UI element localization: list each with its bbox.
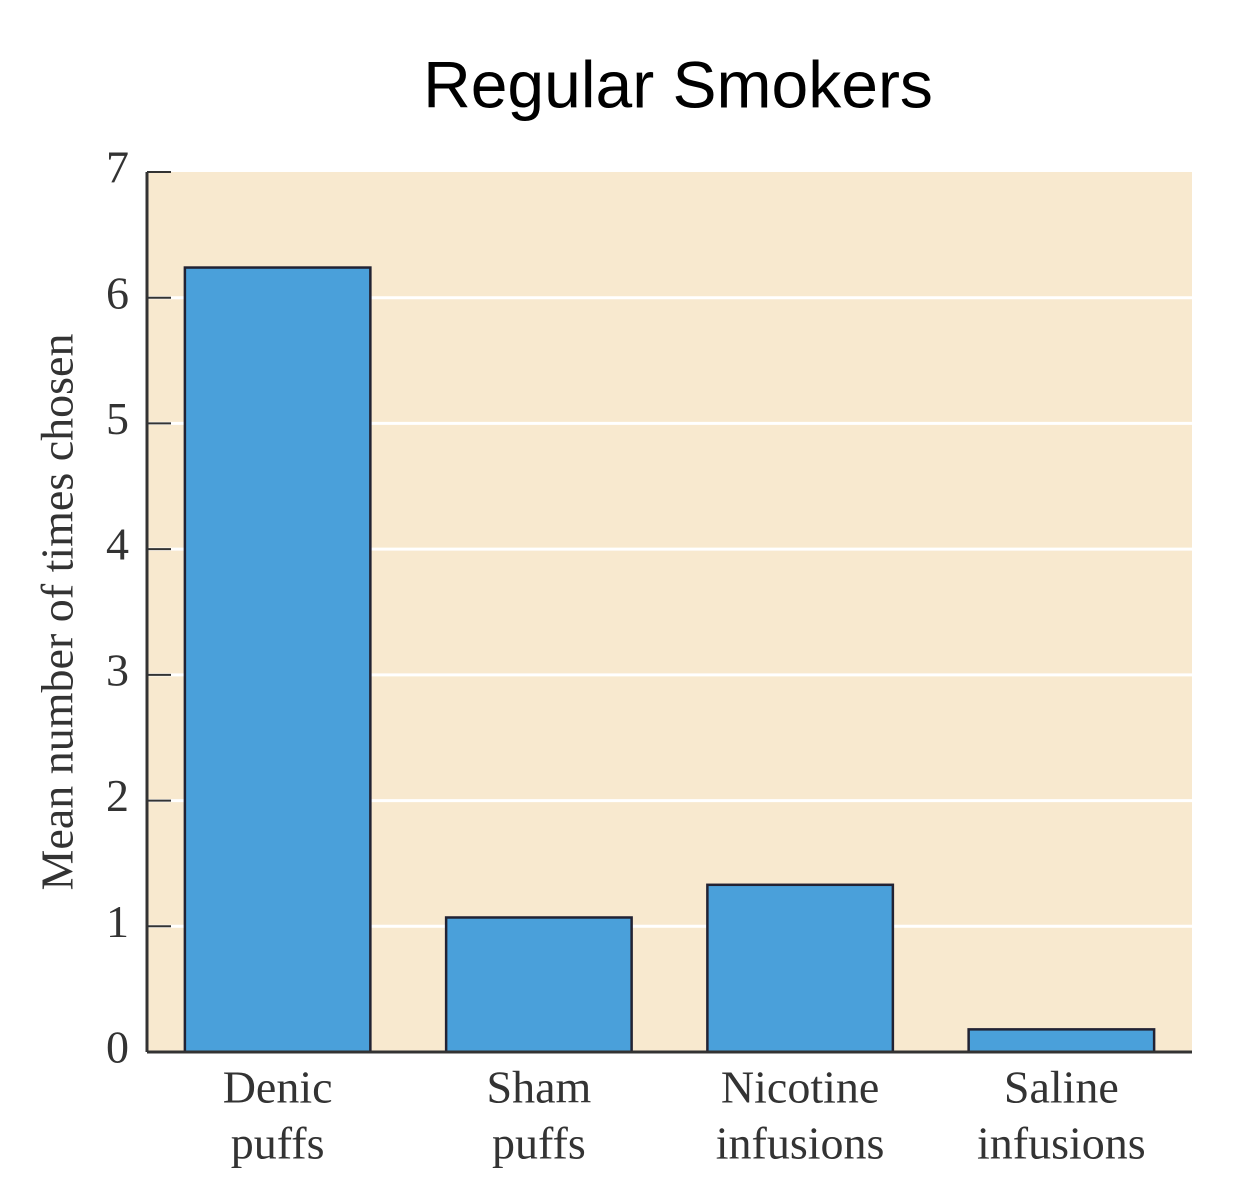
y-tick-label: 6 [106, 267, 129, 318]
y-tick-label: 7 [106, 142, 129, 193]
x-tick-label: Saline [1004, 1062, 1119, 1113]
y-tick-label: 2 [106, 770, 129, 821]
y-tick-label: 0 [106, 1022, 129, 1073]
y-tick-label: 4 [106, 519, 129, 570]
x-tick-label: Sham [486, 1062, 591, 1113]
bar [706, 883, 895, 1054]
x-tick-label: puffs [231, 1118, 325, 1169]
bar [444, 916, 633, 1054]
bar [183, 266, 372, 1054]
y-axis-label: Mean number of times chosen [32, 334, 83, 891]
x-tick-label: infusions [716, 1118, 885, 1169]
x-tick-label: infusions [977, 1118, 1146, 1169]
bar [967, 1028, 1156, 1054]
y-tick-label: 1 [106, 896, 129, 947]
chart-title: Regular Smokers [423, 47, 933, 121]
y-tick-label: 5 [106, 393, 129, 444]
x-tick-label: puffs [492, 1118, 586, 1169]
y-tick-label: 3 [106, 644, 129, 695]
x-tick-label: Denic [223, 1062, 333, 1113]
x-tick-label: Nicotine [721, 1062, 879, 1113]
